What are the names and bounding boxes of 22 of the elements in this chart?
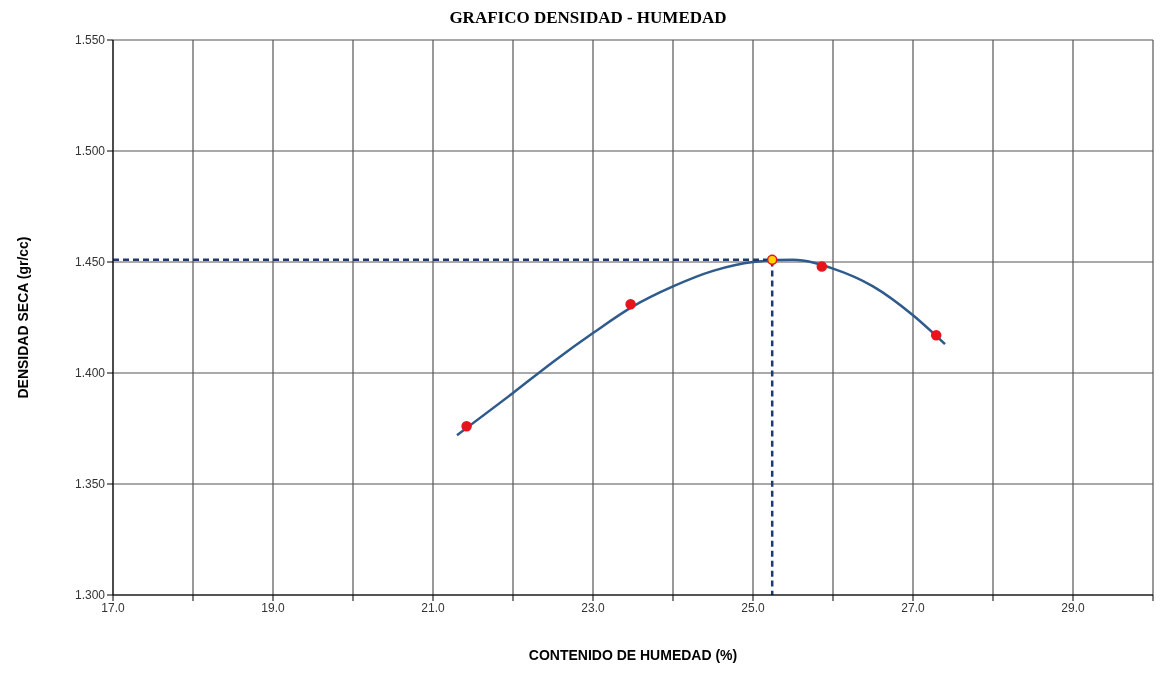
x-tick-label: 23.0 (581, 600, 605, 615)
point (766, 254, 778, 266)
y-tick-label: 1.300 (74, 588, 106, 603)
chart-title: GRAFICO DENSIDAD - HUMEDAD (448, 8, 728, 29)
x-axis-title: CONTENIDO DE HUMEDAD (%) (528, 647, 738, 663)
point (461, 421, 472, 432)
x-tick-label: 27.0 (901, 600, 925, 615)
y-tick-label: 1.450 (74, 255, 106, 270)
x-tick-label: 29.0 (1061, 600, 1085, 615)
x-tick-label: 25.0 (741, 600, 765, 615)
point (816, 261, 828, 272)
point (930, 330, 942, 341)
line-series (455, 258, 947, 437)
x-tick-label: 17.0 (101, 600, 125, 615)
y-tick-label: 1.500 (74, 144, 106, 159)
y-tick-label: 1.350 (74, 477, 106, 492)
x-tick-label: 19.0 (261, 600, 285, 615)
point (625, 298, 636, 310)
y-tick-label: 1.400 (74, 366, 106, 381)
x-tick-label: 21.0 (421, 600, 445, 615)
y-tick-label: 1.550 (74, 33, 106, 48)
y-axis-title: DENSIDAD SECA (gr/cc) (14, 236, 31, 399)
